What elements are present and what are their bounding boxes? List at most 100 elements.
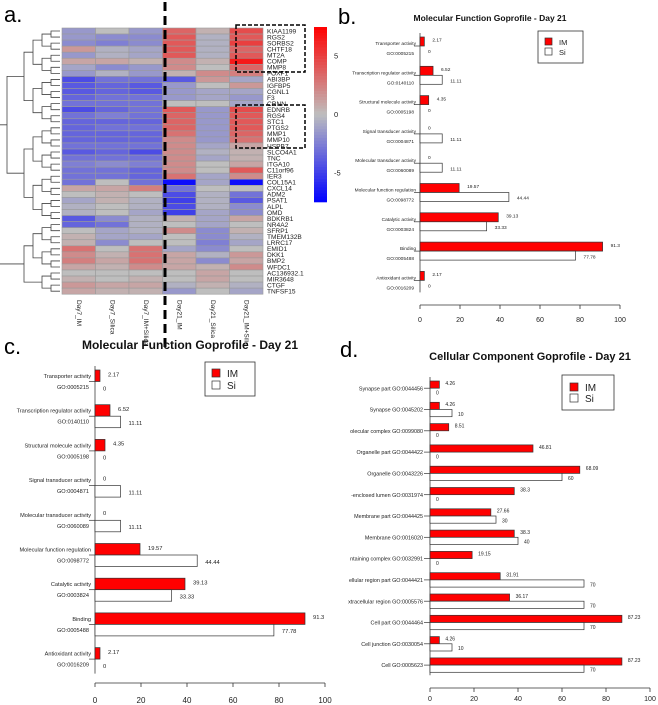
- gene-label: MMP8: [267, 65, 286, 72]
- value-label: 0: [428, 284, 431, 290]
- value-label: 11.11: [450, 79, 462, 85]
- colorbar-segment: [314, 129, 327, 133]
- heatmap-cell: [128, 82, 163, 89]
- im-bar: [429, 401, 440, 410]
- x-tick-label: 80: [602, 696, 610, 703]
- heatmap-cell: [162, 76, 197, 83]
- heatmap-cell: [95, 233, 130, 241]
- si-bar: [429, 409, 453, 418]
- category-label: Binding: [72, 617, 91, 623]
- si-bar: [94, 485, 121, 498]
- gene-label: ADM2: [267, 192, 286, 199]
- heatmap-cell: [162, 251, 197, 259]
- heatmap-cell: [162, 166, 197, 174]
- highlight-box-upregulated: [235, 24, 306, 73]
- im-bar: [419, 36, 425, 47]
- heatmap-cell: [61, 281, 96, 289]
- value-label: 39.13: [506, 214, 518, 220]
- heatmap-cell: [229, 197, 264, 204]
- heatmap-cell: [195, 106, 230, 114]
- colorbar-segment: [314, 67, 327, 72]
- heatmap-cell: [162, 215, 197, 222]
- go-id-label: GO:0004871: [387, 139, 415, 145]
- heatmap-cell: [61, 221, 96, 228]
- gene-label: IER3: [267, 174, 282, 181]
- heatmap-cell: [128, 112, 163, 120]
- value-label: 87.23: [628, 615, 641, 621]
- dendrogram-branch: [41, 130, 51, 144]
- value-label: 91.3: [313, 615, 324, 621]
- heatmap-cell: [229, 221, 264, 228]
- gene-label: LRRC17: [267, 240, 293, 247]
- colorbar-segment: [314, 64, 327, 69]
- heatmap-cell: [61, 70, 96, 77]
- heatmap-cell: [128, 70, 163, 77]
- colorbar-segment: [314, 126, 327, 130]
- heatmap-cell: [95, 221, 130, 228]
- si-bar: [429, 600, 585, 609]
- heatmap-cell: [195, 233, 230, 241]
- legend-label-im: IM: [559, 38, 567, 47]
- dendrogram-branch: [50, 139, 60, 147]
- dendrogram-branch: [41, 106, 51, 120]
- heatmap-cell: [229, 215, 264, 222]
- heatmap-cell: [195, 197, 230, 204]
- category-label: Transcription regulator activity: [17, 409, 92, 415]
- heatmap-cell: [95, 239, 130, 247]
- category-label: Membrane GO:0016020: [365, 535, 423, 541]
- colorbar-segment: [314, 181, 327, 185]
- heatmap-cell: [229, 245, 264, 253]
- heatmap-cell: [229, 124, 264, 132]
- heatmap-cell: [162, 233, 197, 241]
- heatmap-cell: [195, 251, 230, 259]
- colorbar-segment: [314, 184, 327, 188]
- heatmap-cell: [229, 118, 264, 126]
- heatmap-cell: [162, 118, 197, 126]
- dendrogram-branch: [23, 51, 33, 101]
- gene-label: TMEM132B: [267, 234, 302, 241]
- value-label: 0: [103, 511, 106, 517]
- im-bar: [419, 271, 425, 281]
- gene-label: COL15A1: [267, 180, 296, 187]
- heatmap-cell: [128, 257, 163, 265]
- heatmap-cell: [95, 209, 130, 216]
- heatmap-cell: [128, 245, 163, 253]
- value-label: 30: [502, 518, 508, 524]
- heatmap-cell: [195, 172, 230, 180]
- heatmap-cell: [162, 124, 197, 132]
- im-bar: [94, 439, 106, 452]
- colorbar-segment: [314, 38, 327, 42]
- heatmap-cell: [195, 263, 230, 271]
- dendrogram-branch: [50, 175, 60, 183]
- heatmap-cell: [128, 130, 163, 138]
- heatmap-cell: [61, 57, 96, 65]
- heatmap-cell: [95, 269, 130, 277]
- heatmap-cell: [229, 27, 264, 35]
- heatmap-cell: [195, 221, 230, 228]
- value-label: 46.81: [539, 445, 552, 451]
- value-label: 0: [428, 155, 431, 161]
- x-tick-label: 0: [418, 317, 422, 324]
- x-tick-label: 0: [93, 696, 98, 705]
- im-bar: [429, 444, 534, 453]
- heatmap-cell: [229, 82, 264, 89]
- heatmap-cell: [128, 233, 163, 241]
- heatmap-cell: [95, 245, 130, 253]
- heatmap-cell: [61, 215, 96, 222]
- si-bar: [94, 519, 121, 533]
- heatmap-cell: [128, 178, 163, 186]
- category-label: Molecular function regulation: [355, 188, 417, 194]
- heatmap-cell: [95, 106, 130, 114]
- heatmap-cell: [162, 148, 197, 156]
- dendrogram-branch: [23, 148, 33, 198]
- im-bar: [419, 65, 434, 76]
- dendrogram-branch: [32, 233, 42, 259]
- category-label: Transporter activity: [44, 374, 92, 380]
- heatmap-cell: [229, 233, 264, 241]
- value-label: 70: [590, 625, 596, 631]
- dendrogram-branch: [50, 272, 60, 280]
- dendrogram-branch: [50, 79, 60, 86]
- im-bar: [429, 593, 510, 602]
- value-label: 0: [428, 49, 431, 55]
- heatmap-cell: [195, 82, 230, 89]
